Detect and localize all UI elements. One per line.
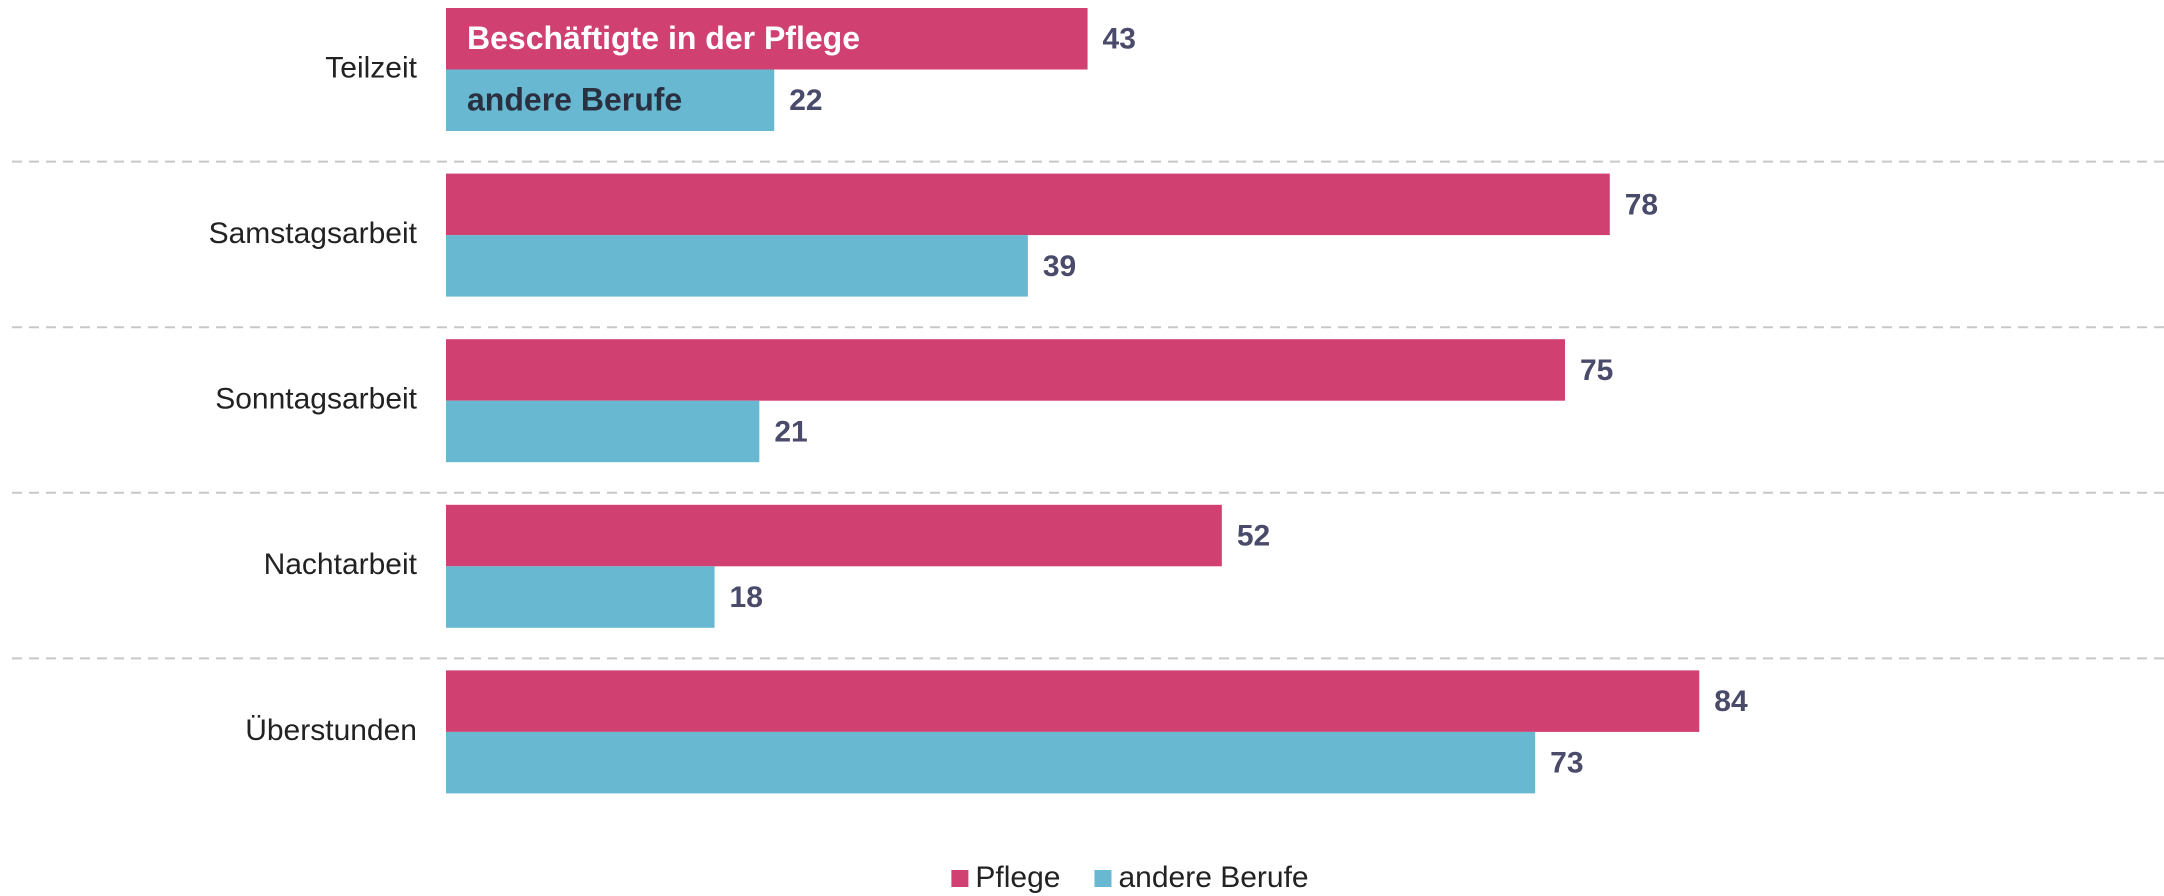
legend-label: Pflege [975, 861, 1060, 894]
bar [446, 731, 1536, 794]
value-label: 52 [1237, 519, 1270, 552]
bar [446, 400, 760, 463]
value-label: 84 [1714, 685, 1748, 718]
value-label: 21 [774, 415, 807, 448]
bar [446, 173, 1610, 236]
value-label: 22 [789, 84, 822, 117]
bar [446, 566, 715, 628]
value-label: 78 [1625, 188, 1658, 221]
value-label: 43 [1103, 23, 1136, 56]
bar [446, 670, 1700, 732]
bar-annotation: andere Berufe [467, 82, 682, 118]
value-label: 75 [1580, 354, 1613, 387]
legend-swatch [1094, 870, 1112, 887]
legend-label: andere Berufe [1118, 861, 1308, 894]
category-label: Nachtarbeit [264, 548, 418, 581]
bar [446, 69, 775, 131]
category-label: Teilzeit [325, 51, 417, 84]
bar [446, 8, 1088, 70]
category-label: Überstunden [245, 714, 417, 747]
value-label: 39 [1043, 250, 1076, 283]
value-label: 73 [1550, 747, 1583, 780]
bar [446, 235, 1028, 297]
legend-swatch [951, 870, 969, 887]
bar [446, 504, 1222, 567]
category-label: Sonntagsarbeit [215, 383, 417, 416]
bar [446, 339, 1565, 401]
bar-annotation: Beschäftigte in der Pflege [467, 20, 860, 56]
value-label: 18 [730, 581, 763, 614]
category-label: Samstagsarbeit [209, 217, 418, 250]
